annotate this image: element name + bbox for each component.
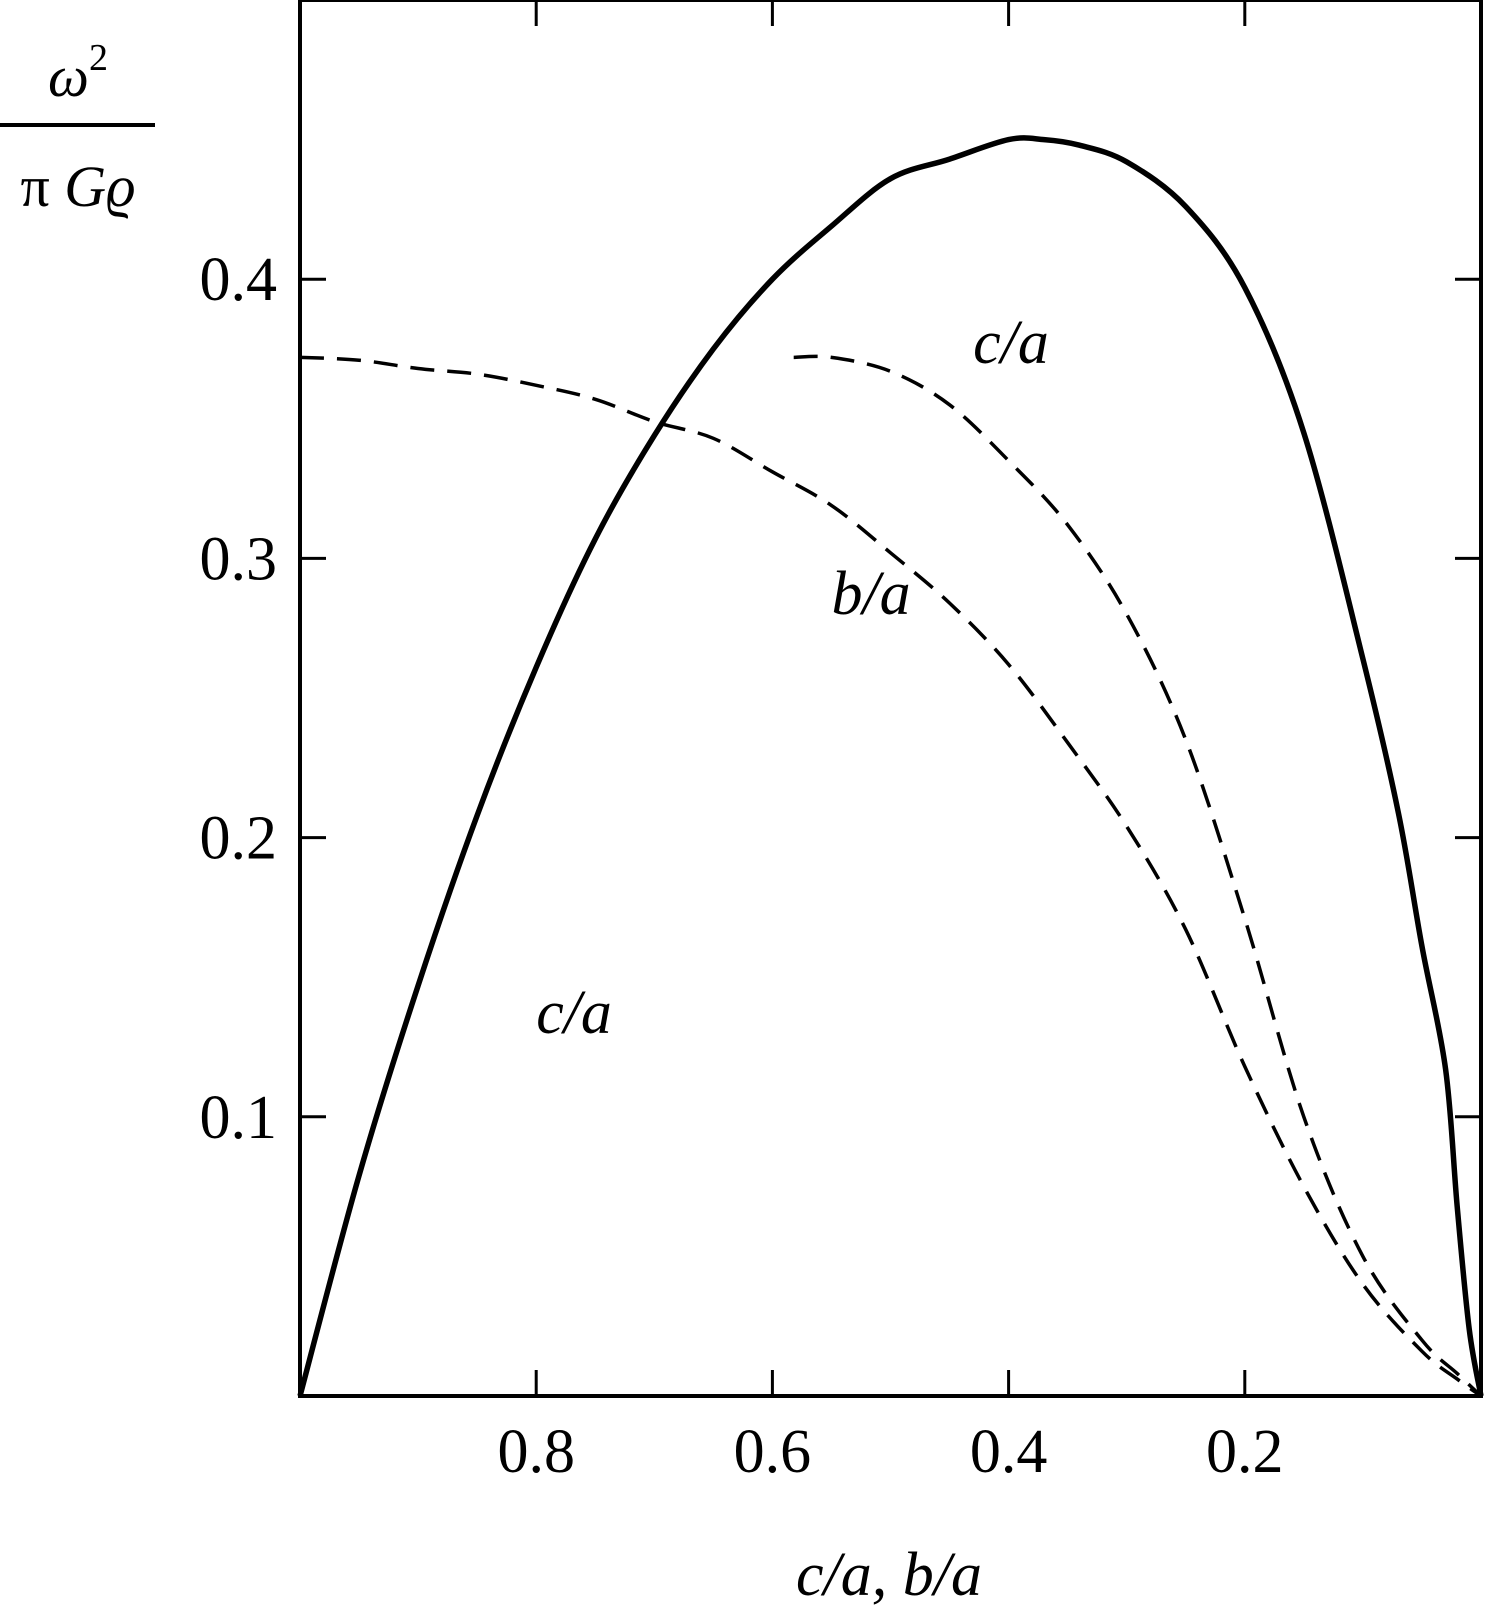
dashed-curve-1: [299, 355, 1483, 1398]
svg-text:ω2: ω2: [48, 37, 108, 109]
x-tick-label: 0.6: [734, 1418, 812, 1486]
x-tick-label: 0.2: [1206, 1418, 1284, 1486]
y-tick-label: 0.3: [200, 525, 278, 593]
dashed-curve-2: [793, 354, 1483, 1398]
plot-frame: [298, 0, 1483, 1398]
x-tick-label: 0.4: [970, 1418, 1048, 1486]
svg-text:π Gϱ: π Gϱ: [20, 154, 135, 219]
curve-label-1: b/a: [831, 560, 910, 628]
axis-ticks: [300, 0, 1481, 1396]
annotation-layer: c/a b/a c/a: [536, 309, 1049, 1047]
ylabel-g-rho: Gϱ: [64, 154, 135, 219]
ylabel-omega: ω: [48, 44, 89, 109]
axis-tick-labels: 0.8 0.6 0.4 0.2 0.1 0.2 0.3 0.4: [200, 246, 1284, 1486]
ylabel-exponent: 2: [89, 37, 108, 79]
series-layer: [297, 135, 1484, 1398]
curve-label-0: c/a: [536, 979, 612, 1047]
solid-curve: [297, 135, 1484, 1397]
y-tick-label: 0.1: [200, 1084, 278, 1152]
x-axis-label: c/a, b/a: [796, 1541, 982, 1608]
y-axis-label: ω2 π Gϱ: [0, 37, 155, 219]
y-tick-label: 0.4: [200, 246, 278, 314]
y-tick-label: 0.2: [200, 805, 278, 873]
curve-label-2: c/a: [973, 309, 1049, 377]
ylabel-pi: π: [20, 154, 49, 219]
x-tick-label: 0.8: [497, 1418, 575, 1486]
